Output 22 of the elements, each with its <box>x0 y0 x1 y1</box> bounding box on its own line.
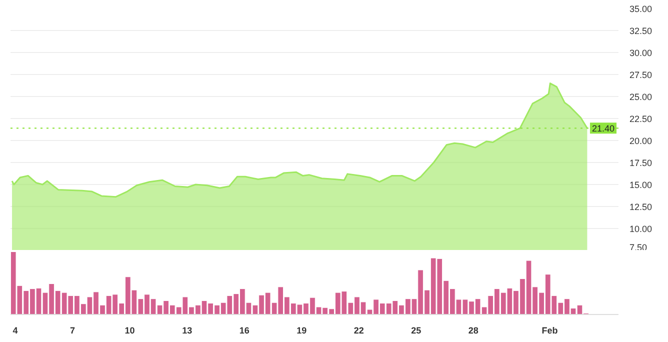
x-tick-label: 25 <box>411 326 422 336</box>
x-tick-label: 16 <box>239 326 250 336</box>
y-tick-label: 10.00 <box>630 224 652 234</box>
x-tick-label: 7 <box>70 326 76 336</box>
y-tick-label: 32.50 <box>630 26 652 36</box>
x-tick-label: Feb <box>542 326 558 336</box>
x-tick-label: 22 <box>354 326 364 336</box>
y-tick-label: 22.50 <box>630 114 652 124</box>
y-tick-label: 12.50 <box>630 202 652 212</box>
x-tick-label: 10 <box>124 326 135 336</box>
y-tick-label: 30.00 <box>630 48 652 58</box>
x-tick-label: 19 <box>296 326 307 336</box>
x-tick-label: 13 <box>182 326 192 336</box>
y-tick-label: 17.50 <box>630 158 652 168</box>
y-tick-label: 15.00 <box>630 180 652 190</box>
x-tick-label: 28 <box>468 326 478 336</box>
y-tick-label: 35.00 <box>630 4 652 14</box>
y-tick-label: 25.00 <box>630 92 652 102</box>
ref-line-label: 21.40 <box>592 124 615 134</box>
x-tick-label: 4 <box>12 326 18 336</box>
y-tick-label: 20.00 <box>630 136 652 146</box>
y-tick-label: 27.50 <box>630 70 652 80</box>
